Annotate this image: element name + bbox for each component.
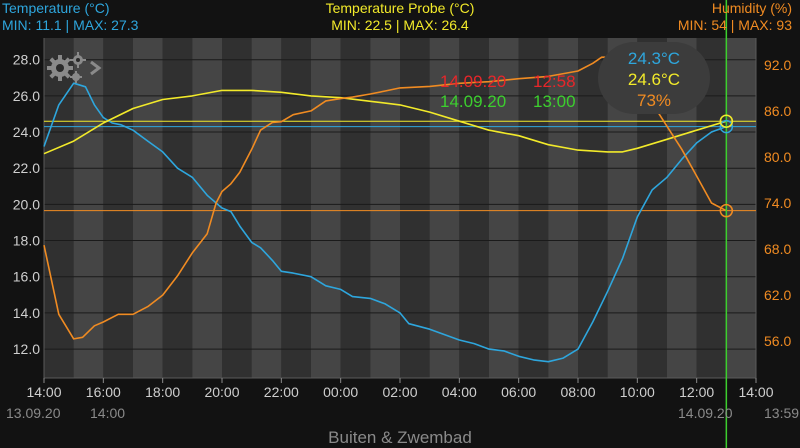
y-tick-label-left: 16.0 — [13, 269, 40, 285]
x-tick-label: 20:00 — [204, 384, 239, 400]
y-tick-label-left: 24.0 — [13, 124, 40, 140]
temperature-header: Temperature (°C) MIN: 11.1 | MAX: 27.3 — [2, 0, 138, 34]
hour-band — [429, 38, 460, 378]
cursor-point — [719, 119, 734, 134]
y-tick-label-right: 92.0 — [764, 57, 791, 73]
hour-band — [400, 38, 430, 378]
hour-band — [726, 38, 756, 378]
hour-band — [459, 38, 489, 378]
hour-band — [44, 38, 74, 378]
y-tick-label-right: 80.0 — [764, 149, 791, 165]
hour-band — [311, 38, 341, 378]
x-range-label: 14:00 — [90, 405, 125, 421]
marker-label: 13:00 — [533, 92, 576, 111]
hour-band — [370, 38, 400, 378]
x-tick-label: 14:00 — [26, 384, 61, 400]
marker-label: 12:58 — [533, 72, 576, 91]
hour-band — [133, 38, 163, 378]
hour-band — [548, 38, 578, 378]
chart-footer-title: Buiten & Zwembad — [328, 428, 472, 447]
gears-icon[interactable] — [47, 52, 86, 83]
tooltip-probe: 24.6°C — [627, 70, 681, 89]
x-tick-label: 02:00 — [382, 384, 417, 400]
x-tick-label: 18:00 — [145, 384, 180, 400]
x-tick-label: 04:00 — [442, 384, 477, 400]
y-tick-label-right: 68.0 — [764, 241, 791, 257]
y-tick-label-left: 12.0 — [13, 341, 40, 357]
temperature-title: Temperature (°C) — [2, 0, 110, 16]
hour-band — [518, 38, 549, 378]
tooltip-temperature: 24.3°C — [627, 49, 681, 68]
y-tick-label-right: 86.0 — [764, 103, 791, 119]
probe-title: Temperature Probe (°C) — [325, 0, 475, 16]
tooltip-humidity: 73% — [636, 91, 672, 110]
value-tooltip: 24.3°C 24.6°C 73% — [598, 42, 710, 114]
cursor-point — [719, 203, 734, 218]
y-tick-label-right: 56.0 — [764, 333, 791, 349]
x-range-label: 14.09.20 — [678, 405, 733, 421]
settings-control[interactable] — [46, 50, 108, 86]
hour-band — [340, 38, 371, 378]
y-tick-label-left: 20.0 — [13, 196, 40, 212]
x-tick-label: 14:00 — [738, 384, 773, 400]
x-tick-label: 12:00 — [679, 384, 714, 400]
x-range-label: 13.09.20 — [6, 405, 61, 421]
y-tick-label-right: 62.0 — [764, 287, 791, 303]
x-tick-label: 10:00 — [620, 384, 655, 400]
series-line — [43, 89, 727, 155]
hour-band — [103, 38, 133, 378]
x-tick-label: 22:00 — [264, 384, 299, 400]
x-tick-label: 16:00 — [86, 384, 121, 400]
x-tick-label: 06:00 — [501, 384, 536, 400]
hour-band — [162, 38, 193, 378]
series-line — [43, 82, 727, 363]
marker-label: 14.09.20 — [440, 72, 506, 91]
y-tick-label-left: 18.0 — [13, 233, 40, 249]
hour-band — [489, 38, 519, 378]
humidity-header: Humidity (%) MIN: 54 | MAX: 93 — [678, 0, 792, 34]
x-tick-label: 08:00 — [560, 384, 595, 400]
y-tick-label-left: 22.0 — [13, 160, 40, 176]
humidity-title: Humidity (%) — [711, 0, 792, 16]
hour-band — [251, 38, 282, 378]
y-tick-label-right: 74.0 — [764, 195, 791, 211]
y-tick-label-left: 14.0 — [13, 305, 40, 321]
chevron-right-icon[interactable] — [90, 60, 102, 76]
y-tick-label-left: 26.0 — [13, 88, 40, 104]
x-tick-label: 00:00 — [323, 384, 358, 400]
hour-band — [73, 38, 104, 378]
probe-header: Temperature Probe (°C) MIN: 22.5 | MAX: … — [0, 0, 800, 34]
y-tick-label-left: 28.0 — [13, 52, 40, 68]
probe-minmax: MIN: 22.5 | MAX: 26.4 — [331, 17, 469, 33]
humidity-minmax: MIN: 54 | MAX: 93 — [677, 17, 792, 33]
hour-band — [192, 38, 222, 378]
x-range-label: 13:59 — [764, 405, 799, 421]
hour-band — [281, 38, 311, 378]
temperature-minmax: MIN: 11.1 | MAX: 27.3 — [2, 17, 139, 33]
marker-label: 14.09.20 — [440, 92, 506, 111]
hour-band — [222, 38, 252, 378]
cursor-point — [719, 114, 734, 128]
